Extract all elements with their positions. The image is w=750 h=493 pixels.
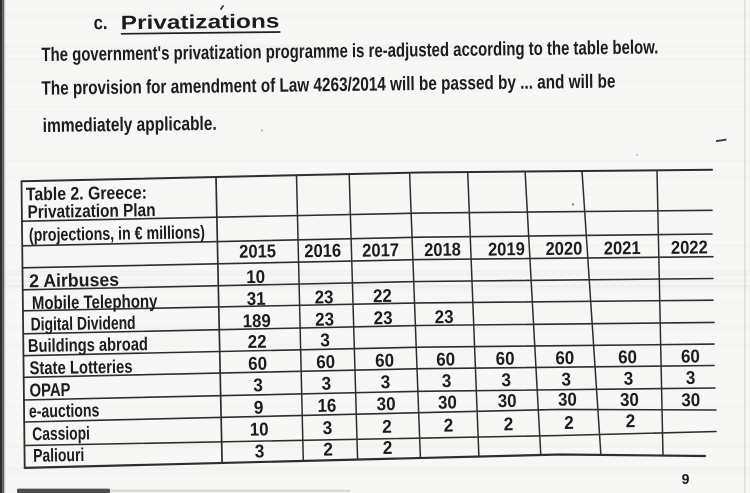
svg-text:2015: 2015 [239, 240, 276, 262]
svg-text:2: 2 [323, 438, 333, 459]
svg-text:2: 2 [383, 437, 393, 458]
svg-text:22: 22 [373, 285, 392, 306]
svg-text:60: 60 [248, 353, 267, 374]
svg-text:3: 3 [321, 373, 331, 394]
svg-text:3: 3 [624, 368, 634, 389]
svg-text:2021: 2021 [604, 237, 641, 259]
svg-text:3: 3 [380, 371, 390, 392]
svg-text:2: 2 [382, 416, 392, 437]
svg-text:2 Airbuses: 2 Airbuses [29, 269, 119, 291]
svg-text:3: 3 [501, 369, 511, 390]
svg-text:3: 3 [323, 417, 333, 438]
svg-text:60: 60 [681, 345, 700, 366]
svg-text:3: 3 [561, 368, 571, 389]
svg-text:e-auctions: e-auctions [29, 399, 100, 421]
svg-text:3: 3 [255, 440, 265, 461]
svg-text:Buildings abroad: Buildings abroad [28, 333, 148, 356]
svg-text:Privatizations: Privatizations [121, 10, 280, 34]
svg-text:30: 30 [558, 389, 577, 410]
svg-text:60: 60 [496, 348, 515, 369]
svg-text:60: 60 [316, 351, 335, 372]
svg-text:2: 2 [564, 412, 574, 433]
svg-text:3: 3 [253, 374, 263, 395]
svg-text:Cassiopi: Cassiopi [32, 422, 90, 444]
svg-text:Paliouri: Paliouri [33, 444, 85, 466]
svg-text:3: 3 [442, 370, 452, 391]
svg-text:Digital Dividend: Digital Dividend [30, 312, 135, 335]
svg-text:OPAP: OPAP [29, 379, 70, 401]
svg-text:189: 189 [243, 310, 271, 331]
svg-text:60: 60 [375, 350, 394, 371]
svg-text:immediately applicable.: immediately applicable. [43, 113, 217, 137]
svg-text:30: 30 [377, 393, 396, 414]
svg-text:2019: 2019 [488, 238, 525, 260]
svg-text:c.: c. [93, 12, 107, 34]
svg-text:2022: 2022 [671, 236, 708, 258]
svg-text:2016: 2016 [304, 240, 341, 262]
svg-text:30: 30 [438, 391, 457, 412]
svg-text:9: 9 [682, 472, 690, 488]
svg-text:30: 30 [498, 390, 517, 411]
svg-text:22: 22 [248, 331, 267, 352]
svg-text:2017: 2017 [362, 239, 399, 261]
svg-text:3: 3 [320, 329, 330, 350]
svg-text:Table 2. Greece:: Table 2. Greece: [26, 182, 147, 205]
svg-text:3: 3 [686, 367, 696, 388]
svg-text:23: 23 [374, 307, 393, 328]
svg-text:16: 16 [317, 395, 336, 416]
svg-text:10: 10 [246, 266, 265, 287]
svg-text:31: 31 [247, 288, 266, 309]
svg-text:2: 2 [626, 410, 636, 431]
svg-text:9: 9 [254, 397, 264, 418]
svg-text:60: 60 [555, 347, 574, 368]
svg-text:30: 30 [620, 389, 639, 410]
svg-text:2018: 2018 [424, 239, 461, 261]
svg-text:60: 60 [618, 346, 637, 367]
svg-text:30: 30 [681, 389, 700, 410]
svg-text:2020: 2020 [545, 237, 582, 259]
svg-text:10: 10 [250, 418, 269, 439]
svg-text:23: 23 [314, 286, 333, 307]
svg-text:2: 2 [443, 414, 453, 435]
svg-text:2: 2 [503, 413, 513, 434]
svg-text:(projections, in € millions): (projections, in € millions) [29, 221, 205, 245]
svg-text:Mobile Telephony: Mobile Telephony [32, 290, 158, 313]
svg-text:60: 60 [436, 348, 455, 369]
svg-text:Privatization Plan: Privatization Plan [27, 199, 155, 222]
svg-text:State Lotteries: State Lotteries [29, 356, 132, 379]
svg-text:23: 23 [435, 306, 454, 327]
svg-text:23: 23 [315, 308, 334, 329]
